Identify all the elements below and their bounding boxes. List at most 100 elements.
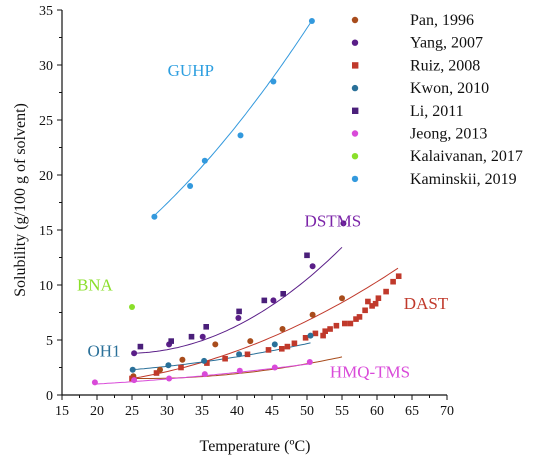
data-point [312, 330, 319, 337]
data-point [307, 332, 314, 339]
legend-marker [352, 62, 359, 69]
legend-marker [351, 175, 359, 183]
legend-label: Jeong, 2013 [410, 126, 487, 143]
data-point [187, 183, 194, 189]
x-tick-label: 60 [370, 404, 384, 419]
data-point [222, 355, 228, 362]
data-point [270, 78, 277, 85]
data-point [271, 364, 278, 371]
legend-label: Li, 2011 [410, 103, 464, 120]
data-point [188, 333, 195, 340]
data-point [271, 341, 278, 348]
data-point [322, 328, 328, 334]
annotation-label: GUHP [168, 61, 214, 80]
y-tick-label: 5 [46, 334, 53, 349]
legend-label: Yang, 2007 [410, 35, 483, 52]
data-point [201, 357, 208, 364]
legend-label: Pan, 1996 [410, 12, 474, 29]
y-tick-label: 35 [39, 4, 53, 19]
data-point [270, 297, 277, 304]
annotation-label: BNA [77, 276, 114, 295]
data-point [91, 379, 98, 386]
y-tick-label: 0 [46, 389, 53, 404]
data-point [153, 370, 160, 376]
data-point [302, 335, 309, 341]
data-point [306, 359, 313, 365]
fit-curve [152, 20, 313, 218]
x-axis-label: Temperature (ºC) [200, 438, 311, 455]
x-tick-label: 20 [90, 404, 104, 419]
annotations: GUHP DSTMS BNA DAST OH1 HMQ-TMS [77, 61, 449, 381]
data-point [280, 291, 286, 297]
data-point [165, 362, 172, 369]
legend-label: Kwon, 2010 [410, 80, 489, 97]
data-point [390, 278, 396, 285]
data-point [342, 320, 348, 327]
data-point [131, 377, 138, 384]
data-point [375, 295, 382, 301]
data-point [327, 326, 333, 332]
x-tick-label: 65 [405, 404, 419, 419]
data-point [365, 298, 371, 305]
legend-marker [351, 153, 359, 160]
data-point [284, 343, 291, 350]
data-point [347, 320, 354, 327]
data-point [131, 350, 138, 357]
data-point [279, 346, 285, 352]
data-point [369, 303, 375, 309]
data-point [201, 157, 208, 164]
data-point [356, 314, 363, 320]
data-points [91, 18, 402, 386]
x-tick-label: 40 [230, 404, 244, 419]
data-point [178, 364, 184, 371]
x-tick-label: 70 [440, 404, 454, 419]
annotation-label: OH1 [87, 342, 120, 361]
data-point [308, 18, 315, 24]
axes: 15 20 25 30 35 40 45 50 55 60 65 70 0 5 10 15 20 25 30 35 [39, 4, 454, 419]
data-point [204, 360, 210, 366]
y-axis-label: Solubility (g/100 g of solvent) [12, 103, 29, 297]
legend-marker [351, 84, 359, 92]
data-point [309, 263, 316, 270]
data-point [353, 316, 359, 322]
data-point [129, 366, 136, 373]
data-point [362, 307, 368, 314]
data-point [166, 375, 173, 382]
data-point [201, 371, 208, 378]
data-point [151, 213, 158, 220]
x-tick-label: 55 [335, 404, 349, 419]
data-point [203, 324, 209, 330]
data-point [395, 273, 402, 279]
data-point [291, 340, 298, 347]
fit-curve [131, 267, 399, 379]
x-tick-label: 25 [125, 404, 139, 419]
data-point [304, 252, 310, 259]
data-point [309, 311, 316, 318]
data-point [265, 347, 272, 353]
data-point [244, 351, 251, 358]
legend-marker [351, 39, 359, 46]
data-point [261, 297, 268, 304]
fit-curves [96, 20, 399, 385]
y-tick-label: 30 [39, 59, 53, 74]
data-point [339, 295, 345, 302]
data-point [383, 288, 389, 295]
legend-label: Ruiz, 2008 [410, 57, 480, 74]
legend-label: Kaminskii, 2019 [410, 171, 517, 188]
data-point [129, 304, 135, 310]
legend-marker [351, 16, 359, 24]
y-tick-label: 25 [39, 114, 53, 129]
data-point [237, 132, 244, 139]
x-tick-label: 30 [160, 404, 174, 419]
data-point [199, 333, 206, 340]
data-point [235, 315, 242, 321]
data-point [247, 338, 254, 345]
x-tick-label: 35 [195, 404, 209, 419]
data-point [333, 322, 340, 329]
data-point [372, 300, 379, 307]
x-tick-label: 50 [300, 404, 314, 419]
y-tick-label: 20 [39, 169, 53, 184]
x-tick-label: 45 [265, 404, 279, 419]
legend-label: Kalaivanan, 2017 [410, 148, 523, 165]
